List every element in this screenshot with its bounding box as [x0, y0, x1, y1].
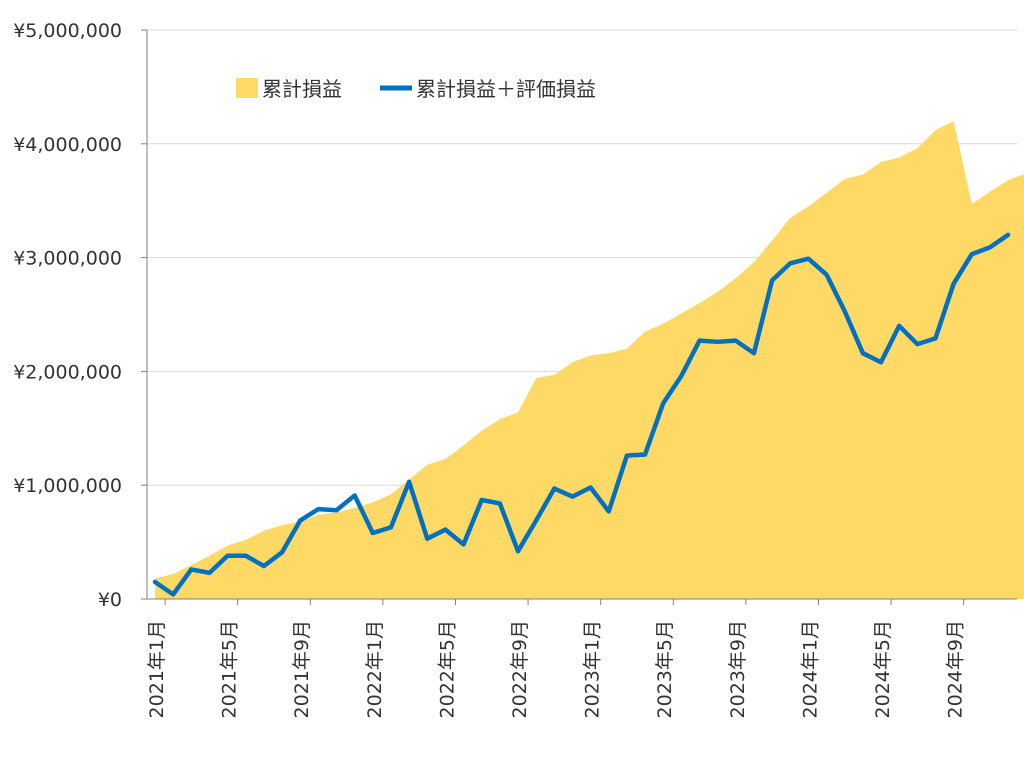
legend-label-line: 累計損益＋評価損益: [416, 77, 596, 101]
x-tick-label: 2022年9月: [509, 620, 531, 718]
y-axis-ticks: ¥0 ¥1,000,000 ¥2,000,000 ¥3,000,000 ¥4,000,0…: [13, 20, 122, 611]
y-tick-label: ¥1,000,000: [13, 475, 122, 497]
x-tick-label: 2021年9月: [291, 620, 313, 718]
x-tick-label: 2024年1月: [799, 620, 821, 718]
x-tick-label: 2021年5月: [219, 620, 241, 718]
line-series-layer: [152, 232, 1011, 597]
x-tick-label: 2023年9月: [727, 620, 749, 718]
legend-label-area: 累計損益: [262, 77, 342, 101]
y-tick-label: ¥2,000,000: [13, 361, 122, 383]
x-tick-label: 2024年5月: [872, 620, 894, 718]
area-series-layer: [155, 121, 1024, 599]
x-tick-label: 2021年1月: [146, 620, 168, 718]
y-tick-label: ¥5,000,000: [13, 20, 122, 42]
legend-swatch-area: [236, 78, 258, 98]
x-tick-label: 2024年9月: [945, 620, 967, 718]
x-tick-label: 2022年5月: [436, 620, 458, 718]
x-axis-ticks: 2021年1月 2021年5月 2021年9月 2022年1月 2022年5月 2022年…: [146, 620, 967, 718]
x-tick-label: 2023年1月: [582, 620, 604, 718]
y-tick-label: ¥3,000,000: [13, 248, 122, 270]
axes: [141, 29, 1017, 605]
y-tick-label: ¥4,000,000: [13, 134, 122, 156]
line-series-cumulative-plus-unrealized: [152, 232, 1011, 597]
x-tick-label: 2023年5月: [654, 620, 676, 718]
y-tick-label: ¥0: [98, 589, 122, 611]
x-tick-label: 2022年1月: [364, 620, 386, 718]
area-series-cumulative-pnl: [155, 121, 1024, 599]
legend: 累計損益 累計損益＋評価損益: [236, 77, 596, 101]
